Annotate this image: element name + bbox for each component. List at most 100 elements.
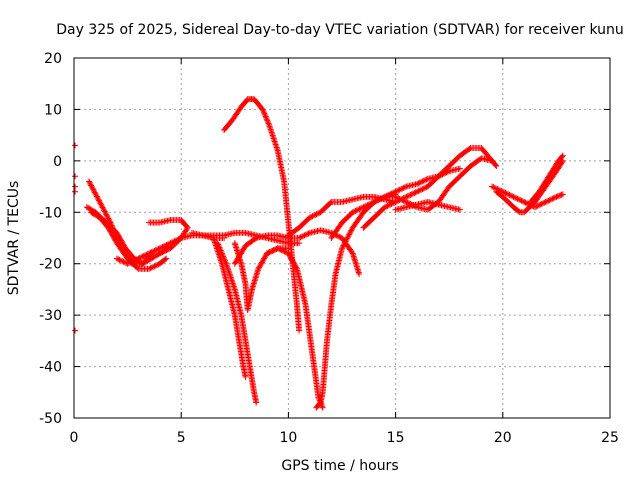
data-point bbox=[377, 195, 384, 202]
data-point bbox=[313, 211, 320, 218]
data-point bbox=[263, 116, 270, 123]
data-point bbox=[415, 188, 422, 195]
data-point bbox=[391, 199, 398, 206]
data-point bbox=[114, 231, 121, 238]
data-point bbox=[341, 239, 348, 246]
data-point bbox=[356, 206, 363, 213]
data-point bbox=[128, 258, 135, 265]
data-point bbox=[339, 245, 345, 252]
x-tick-label: 20 bbox=[494, 430, 512, 446]
data-point bbox=[513, 195, 520, 202]
data-point bbox=[535, 202, 542, 209]
data-point bbox=[340, 242, 347, 249]
data-point bbox=[163, 247, 170, 254]
data-point bbox=[406, 192, 412, 199]
data-point bbox=[110, 233, 117, 240]
data-point bbox=[261, 255, 268, 262]
data-point bbox=[86, 179, 93, 186]
data-point bbox=[355, 206, 362, 213]
data-point bbox=[132, 256, 139, 263]
data-point bbox=[256, 263, 263, 270]
data-point bbox=[301, 232, 308, 239]
data-point bbox=[297, 234, 304, 241]
data-point bbox=[100, 205, 107, 212]
data-point bbox=[258, 260, 265, 267]
data-point bbox=[152, 262, 159, 269]
data-point bbox=[142, 252, 149, 259]
data-point bbox=[341, 241, 348, 248]
data-point bbox=[99, 204, 106, 211]
data-point bbox=[280, 247, 287, 254]
data-point bbox=[277, 246, 284, 253]
data-point bbox=[104, 214, 111, 221]
data-point bbox=[407, 191, 414, 198]
data-point bbox=[97, 200, 104, 207]
data-point bbox=[225, 268, 232, 275]
data-point bbox=[72, 188, 79, 195]
data-point bbox=[552, 194, 559, 201]
data-point bbox=[419, 186, 426, 193]
data-point bbox=[216, 244, 223, 251]
data-point bbox=[466, 145, 473, 152]
data-point bbox=[267, 124, 274, 131]
data-points bbox=[72, 96, 566, 411]
data-point bbox=[418, 186, 425, 193]
data-point bbox=[86, 178, 93, 185]
data-point bbox=[404, 193, 411, 200]
y-axis-label: SDTVAR / TECUs bbox=[6, 181, 22, 296]
data-point bbox=[531, 204, 538, 211]
data-point bbox=[127, 259, 134, 266]
data-point bbox=[121, 242, 128, 249]
data-point bbox=[129, 258, 136, 265]
data-point bbox=[288, 255, 295, 262]
data-point bbox=[162, 242, 169, 249]
data-point bbox=[265, 120, 272, 127]
data-point bbox=[392, 188, 399, 195]
data-point bbox=[296, 235, 303, 241]
data-point bbox=[105, 224, 112, 231]
data-point bbox=[220, 254, 227, 261]
plot-frame bbox=[73, 57, 611, 419]
data-point bbox=[281, 248, 288, 255]
data-point bbox=[493, 163, 500, 169]
data-point bbox=[555, 192, 562, 199]
data-point bbox=[393, 188, 400, 195]
data-point bbox=[490, 184, 497, 191]
data-point bbox=[220, 253, 227, 260]
data-point bbox=[559, 191, 566, 198]
data-point bbox=[396, 186, 403, 193]
data-point bbox=[264, 119, 271, 126]
data-point bbox=[101, 207, 108, 214]
data-point bbox=[399, 197, 406, 204]
data-point bbox=[343, 237, 350, 244]
data-point bbox=[276, 245, 283, 252]
data-point bbox=[503, 190, 510, 197]
data-point bbox=[229, 280, 236, 287]
data-point bbox=[93, 192, 100, 199]
data-point bbox=[160, 248, 167, 255]
data-point bbox=[397, 186, 404, 193]
data-point bbox=[416, 179, 423, 186]
data-point bbox=[348, 227, 355, 234]
data-point bbox=[420, 177, 427, 184]
data-point bbox=[540, 200, 546, 207]
data-point bbox=[154, 262, 161, 268]
data-point bbox=[401, 198, 408, 205]
data-point bbox=[371, 199, 378, 205]
data-point bbox=[456, 165, 463, 172]
data-point bbox=[92, 190, 99, 197]
data-point bbox=[414, 181, 421, 187]
data-point bbox=[509, 193, 516, 200]
data-point bbox=[151, 247, 158, 254]
data-point bbox=[93, 193, 100, 200]
data-point bbox=[222, 259, 229, 266]
data-point bbox=[285, 250, 292, 257]
data-point bbox=[419, 178, 426, 185]
data-point bbox=[372, 198, 379, 205]
data-point bbox=[267, 248, 274, 255]
y-tick-labels: -50 -40 -30 -20 -10 0 10 20 bbox=[39, 51, 62, 427]
data-point bbox=[491, 184, 498, 191]
data-point bbox=[346, 230, 353, 237]
data-point bbox=[515, 196, 522, 203]
